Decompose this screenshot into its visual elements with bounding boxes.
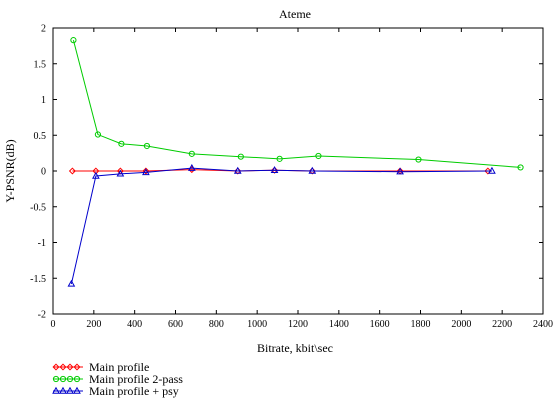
x-axis: 0 200 400 600 800 1000 1200 1400 1600 1800 2000 220… (51, 28, 553, 330)
data-point (92, 171, 100, 179)
legend-marker (59, 375, 67, 383)
x-axis-title: Bitrate, kbit\sec (257, 341, 333, 355)
y-tick-label: 1.5 (34, 59, 47, 70)
x-tick-label: 1800 (411, 319, 431, 330)
series-layer (67, 37, 524, 287)
legend-marker (52, 363, 60, 371)
data-point (142, 167, 150, 175)
x-tick-label: 2000 (451, 319, 471, 330)
x-tick-label: 600 (168, 319, 183, 330)
legend-marker (73, 386, 81, 394)
legend-marker (59, 386, 67, 394)
x-tick-label: 200 (86, 319, 101, 330)
legend-item: Main profile 2-pass (52, 372, 183, 386)
legend-marker (73, 363, 81, 371)
y-tick-label: -0.5 (30, 202, 46, 213)
series-line (72, 40, 521, 168)
x-tick-label: 1400 (329, 319, 349, 330)
series-2 (67, 163, 496, 287)
data-point (276, 155, 283, 162)
x-tick-label: 2200 (492, 319, 512, 330)
data-point (315, 152, 322, 160)
y-tick-label: -2 (38, 310, 46, 321)
legend-label: Main profile 2-pass (89, 372, 183, 386)
x-tick-label: 1200 (288, 319, 308, 330)
data-point (188, 150, 195, 157)
data-point (415, 156, 422, 163)
data-point (68, 167, 76, 175)
x-tick-label: 800 (209, 319, 224, 330)
y-tick-label: 0 (41, 167, 46, 178)
legend-marker (66, 363, 74, 371)
data-point (517, 164, 524, 171)
data-point (118, 140, 125, 147)
series-1 (70, 37, 524, 171)
x-tick-label: 1000 (247, 319, 267, 330)
data-point (308, 167, 316, 175)
y-tick-label: 1 (41, 95, 46, 106)
legend-marker (52, 386, 60, 394)
data-point (271, 166, 279, 174)
data-point (70, 37, 77, 44)
x-tick-label: 1600 (370, 319, 390, 330)
legend-marker (66, 386, 74, 394)
data-point (270, 166, 279, 173)
chart-title: Ateme (279, 7, 311, 21)
data-point (116, 169, 125, 177)
y-tick-label: 0.5 (34, 131, 47, 142)
series-line (70, 167, 492, 285)
data-point (142, 168, 150, 176)
data-point (67, 279, 76, 287)
data-point (94, 131, 102, 138)
y-axis: -2 -1.5 -1 -0.5 0 0.5 1 1.5 2 (30, 24, 543, 321)
y-tick-label: 2 (41, 24, 46, 35)
legend-marker (66, 375, 74, 383)
data-point (187, 163, 196, 171)
data-point (143, 142, 151, 150)
data-point (233, 166, 242, 174)
legend-item: Main profile + psy (52, 384, 179, 398)
data-point (237, 153, 244, 160)
legend-marker (73, 375, 81, 383)
y-tick-label: -1 (38, 238, 46, 249)
data-point (234, 167, 242, 175)
x-tick-label: 2400 (533, 319, 553, 330)
legend-label: Main profile + psy (89, 384, 179, 398)
data-point (488, 166, 496, 174)
legend-marker (52, 375, 60, 383)
y-tick-label: -1.5 (30, 274, 46, 285)
x-tick-label: 400 (127, 319, 142, 330)
legend-item: Main profile (52, 360, 149, 374)
x-tick-label: 0 (51, 319, 56, 330)
legend-marker (59, 363, 67, 371)
data-point (308, 166, 317, 174)
legend-label: Main profile (89, 360, 149, 374)
data-point (396, 167, 404, 175)
data-point (484, 167, 492, 175)
y-axis-title: Y-PSNR(dB) (3, 139, 17, 202)
